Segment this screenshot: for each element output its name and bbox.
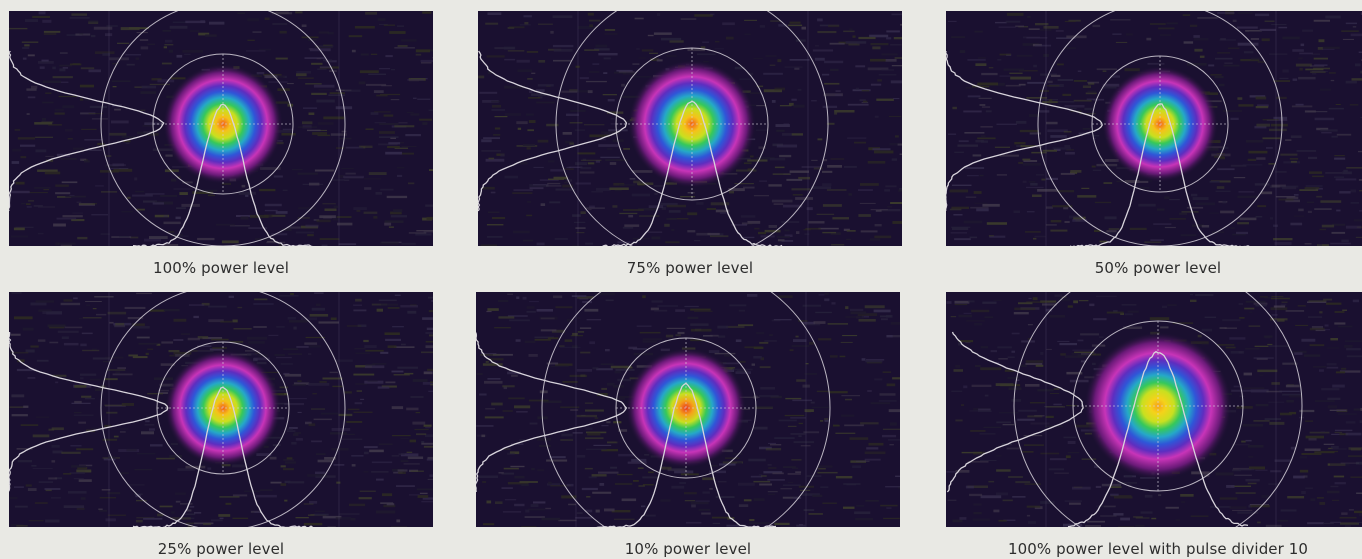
panel-caption-6: 100% power level with pulse divider 10 [1007, 540, 1309, 558]
panel-caption-1: 100% power level [152, 259, 290, 277]
beam-profile-panel-5: 10% power level [476, 292, 900, 558]
beam-profile-panel-4: 25% power level [9, 292, 433, 558]
beam-profile-panel-6: 100% power level with pulse divider 10 [946, 292, 1362, 558]
beam-profile-panel-3: 50% power level [946, 11, 1362, 277]
panel-caption-4: 25% power level [157, 540, 285, 558]
panel-caption-3: 50% power level [1094, 259, 1222, 277]
beam-profile-panel-2: 75% power level [478, 11, 902, 277]
beam-profile-image-5 [476, 292, 900, 527]
beam-profile-image-3 [946, 11, 1362, 246]
beam-profile-panel-1: 100% power level [9, 11, 433, 277]
beam-profile-image-6 [946, 292, 1362, 527]
beam-profile-image-2 [478, 11, 902, 246]
panel-caption-5: 10% power level [624, 540, 752, 558]
beam-profile-image-4 [9, 292, 433, 527]
panel-caption-2: 75% power level [626, 259, 754, 277]
beam-profile-image-1 [9, 11, 433, 246]
